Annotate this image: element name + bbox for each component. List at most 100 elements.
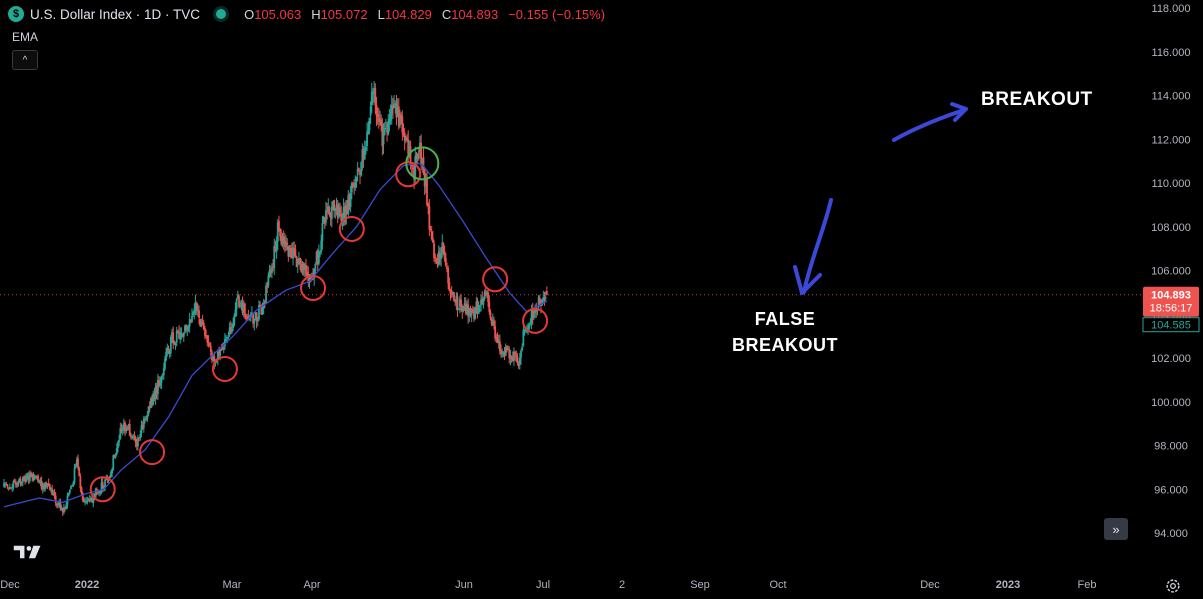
- candle-down: [430, 226, 433, 241]
- candle-up: [507, 345, 509, 351]
- candle-up: [225, 334, 227, 343]
- candle-up: [227, 331, 230, 340]
- ema-indicator-label[interactable]: EMA: [12, 30, 39, 44]
- candle-down: [336, 200, 339, 224]
- candle-down: [178, 325, 180, 340]
- candle-up: [288, 244, 291, 257]
- time-axis[interactable]: Dec 2022 Mar Apr Jun Jul 2 Sep Oct Dec 2023 Feb: [0, 579, 1096, 591]
- candle-up: [17, 480, 19, 487]
- price-axis[interactable]: 118.000 116.000 114.000 112.000 110.000 108.0…: [1151, 3, 1191, 540]
- candle-up: [224, 333, 226, 351]
- candle-down: [374, 83, 377, 114]
- candle-down: [205, 329, 207, 339]
- candle-down: [428, 199, 431, 237]
- candle-up: [268, 264, 271, 278]
- candle-up: [98, 490, 101, 497]
- candle-up: [462, 305, 465, 313]
- candle-up: [478, 304, 481, 313]
- candle-up: [262, 299, 265, 315]
- candle-up: [73, 463, 76, 485]
- candle-down: [36, 475, 38, 480]
- candle-up: [327, 198, 330, 215]
- candle-down: [148, 400, 151, 413]
- candle-down: [61, 507, 64, 517]
- candle-up: [67, 492, 70, 497]
- candles: [3, 80, 548, 517]
- candle-down: [151, 394, 153, 408]
- candle-up: [38, 479, 41, 484]
- candle-up: [361, 143, 364, 171]
- candle-up: [470, 308, 473, 323]
- candle-down: [316, 248, 319, 271]
- false-breakout-arrow: [802, 198, 833, 294]
- symbol-title[interactable]: U.S. Dollar Index · 1D · TVC: [30, 6, 201, 22]
- candle-down: [490, 317, 493, 327]
- candle-up: [468, 307, 471, 323]
- candle-down: [14, 479, 17, 488]
- candle-down: [64, 506, 66, 512]
- candle-down: [40, 476, 43, 491]
- candle-down: [207, 335, 210, 348]
- candle-down: [209, 342, 212, 359]
- market-open-icon: [216, 9, 227, 19]
- candle-up: [28, 470, 31, 484]
- candle-up: [267, 272, 270, 289]
- ema-series-line: [3, 162, 548, 508]
- candle-up: [504, 343, 507, 357]
- tradingview-logo-icon[interactable]: [12, 543, 44, 561]
- candle-down: [543, 291, 546, 306]
- candle-up: [68, 489, 71, 495]
- candle-up: [240, 299, 243, 311]
- y-tick-label: 96.000: [1154, 484, 1188, 496]
- candle-down: [426, 169, 428, 207]
- gear-icon[interactable]: [1164, 577, 1182, 595]
- candle-up: [261, 302, 264, 316]
- scroll-to-realtime-button[interactable]: »: [1104, 518, 1128, 540]
- candle-up: [122, 418, 125, 434]
- candle-down: [24, 474, 27, 485]
- candle-down: [7, 487, 10, 491]
- candle-up: [193, 303, 196, 320]
- candle-up: [84, 498, 86, 506]
- candle-down: [83, 496, 85, 503]
- candle-down: [506, 345, 508, 353]
- candle-up: [142, 415, 145, 433]
- symbol-legend[interactable]: $ U.S. Dollar Index · 1D · TVC O105.063 …: [8, 6, 609, 22]
- candle-up: [39, 477, 42, 487]
- candle-down: [30, 471, 32, 478]
- candle-down: [19, 476, 22, 487]
- candle-down: [155, 382, 158, 400]
- candle-down: [269, 265, 272, 278]
- candle-up: [544, 291, 547, 303]
- candle-up: [71, 484, 74, 487]
- candle-up: [65, 501, 68, 510]
- candle-up: [21, 476, 24, 487]
- candle-down: [439, 247, 441, 266]
- candle-down: [357, 167, 360, 172]
- candle-up: [533, 309, 535, 321]
- candle-up: [527, 323, 529, 336]
- candle-down: [488, 295, 491, 315]
- candle-down: [375, 96, 378, 126]
- candle-up: [303, 262, 306, 278]
- candle-down: [484, 286, 487, 297]
- candle-up: [455, 292, 458, 311]
- candle-up: [389, 104, 392, 126]
- candle-down: [362, 145, 365, 168]
- candle-down: [352, 181, 354, 189]
- candle-up: [127, 423, 130, 431]
- candle-down: [43, 482, 45, 492]
- collapse-legend-button[interactable]: ^: [12, 50, 38, 70]
- candle-up: [8, 483, 11, 490]
- candle-up: [119, 422, 122, 440]
- candle-down: [305, 258, 307, 281]
- candle-down: [293, 241, 296, 258]
- candle-up: [149, 396, 152, 409]
- candle-down: [516, 353, 519, 366]
- candle-up: [523, 328, 526, 336]
- candle-down: [287, 245, 290, 262]
- candle-up: [110, 469, 112, 479]
- candle-up: [88, 494, 91, 503]
